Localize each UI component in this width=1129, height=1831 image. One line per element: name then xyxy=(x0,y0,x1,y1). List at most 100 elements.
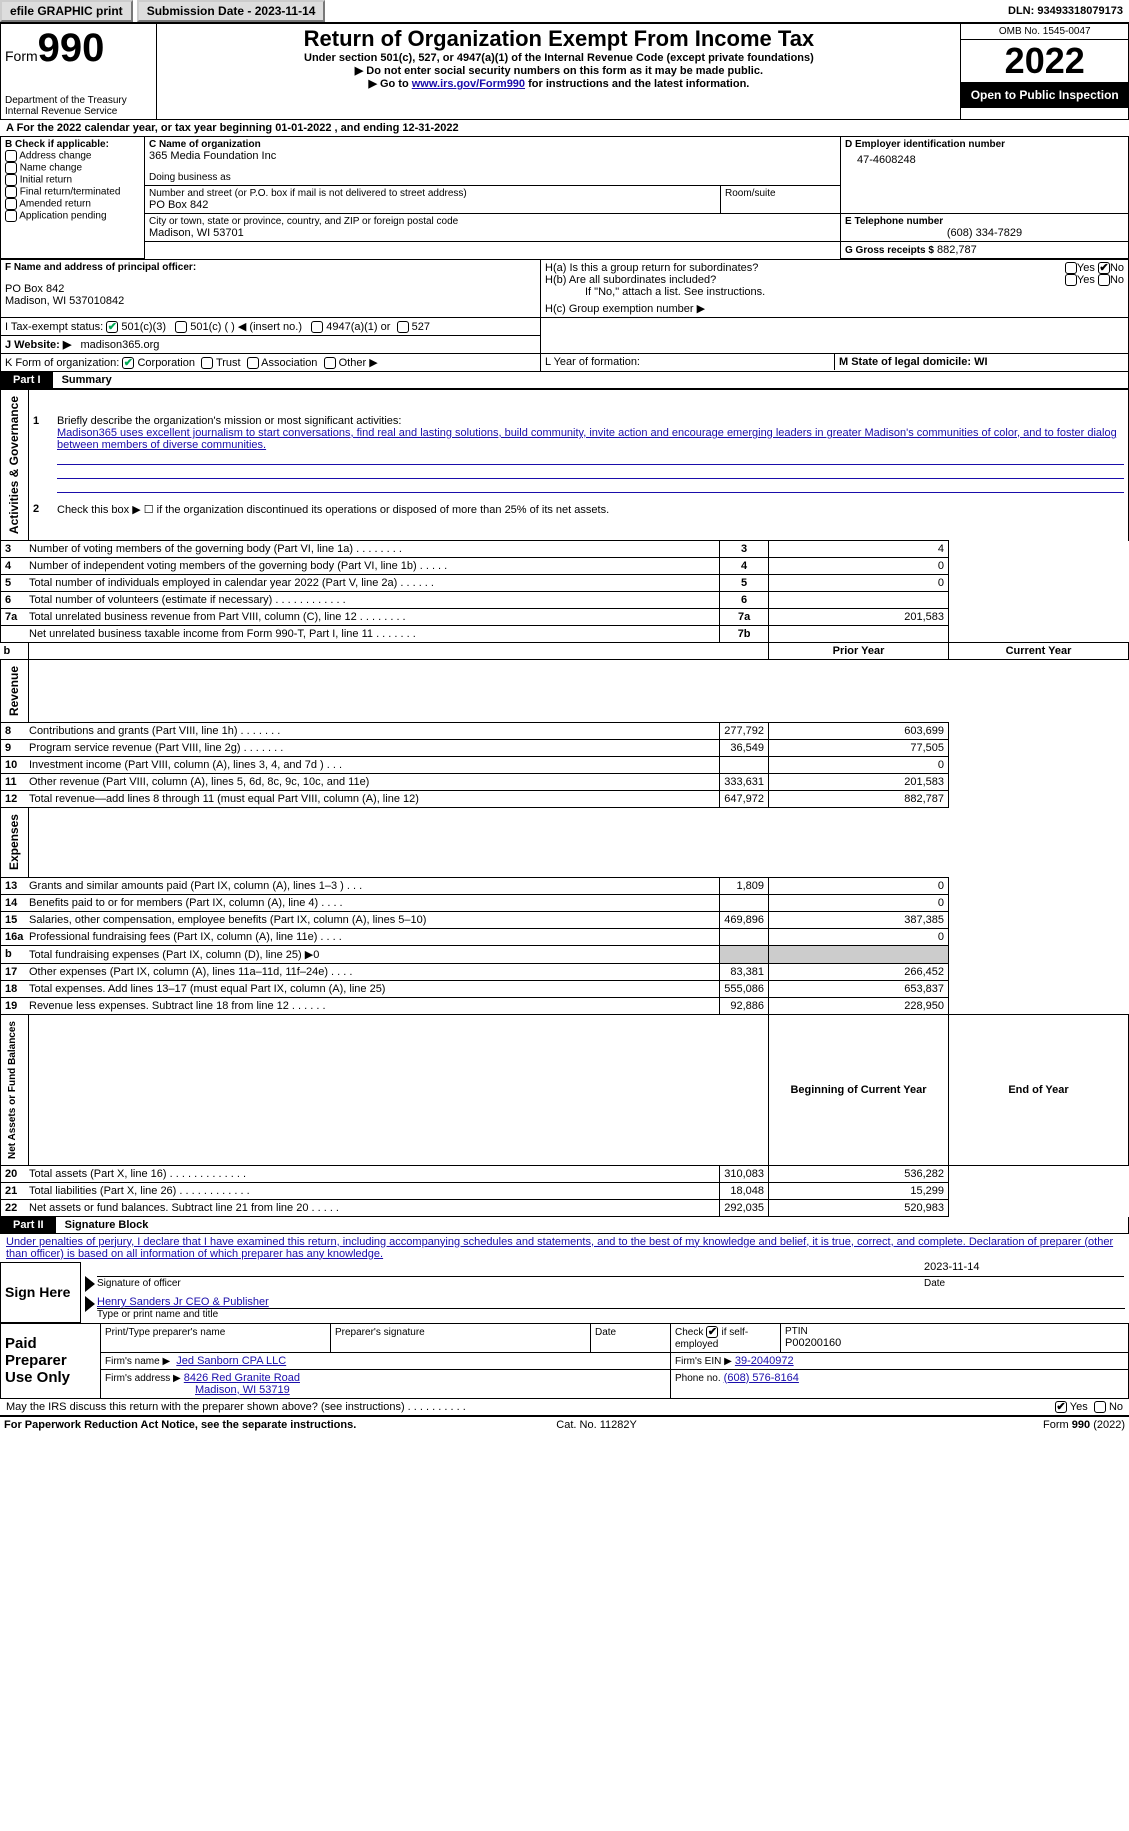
k-other[interactable] xyxy=(324,357,336,369)
firm-ein: 39-2040972 xyxy=(735,1355,794,1367)
gov-line-box: 4 xyxy=(720,558,769,575)
ha-label: H(a) Is this a group return for subordin… xyxy=(545,262,1065,274)
line-a: A For the 2022 calendar year, or tax yea… xyxy=(0,120,1129,136)
gov-line-box: 7a xyxy=(720,609,769,626)
hdr-beg: Beginning of Current Year xyxy=(769,1014,949,1165)
curr-val: 536,282 xyxy=(769,1165,949,1182)
hb-label: H(b) Are all subordinates included? xyxy=(545,274,1065,286)
sig-date-label: Date xyxy=(924,1278,945,1289)
k-corp[interactable] xyxy=(122,357,134,369)
box-b-title: B Check if applicable: xyxy=(5,139,109,150)
line-text: Salaries, other compensation, employee b… xyxy=(29,914,715,926)
officer-name: Henry Sanders Jr CEO & Publisher xyxy=(97,1296,1125,1308)
boxb-check[interactable] xyxy=(5,198,17,210)
boxb-check[interactable] xyxy=(5,162,17,174)
tax-501c3[interactable] xyxy=(106,321,118,333)
gov-line-val: 201,583 xyxy=(769,609,949,626)
curr-val: 653,837 xyxy=(769,980,949,997)
sig-arrow-icon xyxy=(85,1276,95,1292)
line-text: Investment income (Part VIII, column (A)… xyxy=(29,759,715,771)
gov-line-box: 5 xyxy=(720,575,769,592)
gov-line-box: 3 xyxy=(720,541,769,558)
part1-table: Activities & Governance 1Briefly describ… xyxy=(0,389,1129,1216)
irs-link[interactable]: www.irs.gov/Form990 xyxy=(412,78,525,90)
l1-label: Briefly describe the organization's miss… xyxy=(57,415,1124,427)
curr-val: 520,983 xyxy=(769,1199,949,1216)
hdr-prior: Prior Year xyxy=(769,643,949,660)
l2-text: Check this box ▶ ☐ if the organization d… xyxy=(57,503,1124,516)
box-l: L Year of formation: xyxy=(541,354,835,370)
addr-value: PO Box 842 xyxy=(149,199,716,211)
gross-receipts: 882,787 xyxy=(937,244,977,256)
firm-name: Jed Sanborn CPA LLC xyxy=(176,1355,286,1367)
gov-line-text: Total unrelated business revenue from Pa… xyxy=(29,611,715,623)
box-d-label: D Employer identification number xyxy=(845,139,1005,150)
curr-val: 0 xyxy=(769,877,949,894)
gov-line-box: 7b xyxy=(720,626,769,643)
line-text: Program service revenue (Part VIII, line… xyxy=(29,742,715,754)
tax-year: 2022 xyxy=(961,40,1128,82)
header-table: Form990 Department of the Treasury Inter… xyxy=(0,23,1129,120)
prior-val: 1,809 xyxy=(720,877,769,894)
officer-addr2: Madison, WI 537010842 xyxy=(5,295,536,307)
topbar: efile GRAPHIC print Submission Date - 20… xyxy=(0,0,1129,23)
boxb-check[interactable] xyxy=(5,150,17,162)
discuss-no[interactable] xyxy=(1094,1401,1106,1413)
prior-val xyxy=(720,757,769,774)
line-text: Total assets (Part X, line 16) . . . . .… xyxy=(29,1168,715,1180)
part1-title: Summary xyxy=(62,374,112,386)
discuss-yes[interactable] xyxy=(1055,1401,1067,1413)
part2-title: Signature Block xyxy=(65,1219,149,1231)
dept-label: Department of the Treasury Internal Reve… xyxy=(5,95,152,117)
prior-val xyxy=(720,894,769,911)
prior-val: 469,896 xyxy=(720,911,769,928)
gov-line-text: Total number of volunteers (estimate if … xyxy=(29,594,715,606)
tax-4947[interactable] xyxy=(311,321,323,333)
form-title: Return of Organization Exempt From Incom… xyxy=(161,26,956,52)
prior-val: 647,972 xyxy=(720,791,769,808)
footer: For Paperwork Reduction Act Notice, see … xyxy=(0,1417,1129,1433)
identity-table: B Check if applicable: Address change Na… xyxy=(0,136,1129,259)
prior-val: 333,631 xyxy=(720,774,769,791)
hb-no[interactable] xyxy=(1098,274,1110,286)
discuss-text: May the IRS discuss this return with the… xyxy=(6,1401,466,1413)
form-warn1: ▶ Do not enter social security numbers o… xyxy=(161,64,956,77)
curr-val: 15,299 xyxy=(769,1182,949,1199)
ha-no[interactable] xyxy=(1098,262,1110,274)
sig-officer-label: Signature of officer xyxy=(97,1278,181,1289)
dba-label: Doing business as xyxy=(149,172,836,183)
line-text: Total revenue—add lines 8 through 11 (mu… xyxy=(29,793,715,805)
gov-line-val xyxy=(769,592,949,609)
efile-print-button[interactable]: efile GRAPHIC print xyxy=(0,0,133,22)
curr-val: 387,385 xyxy=(769,911,949,928)
ein-value: 47-4608248 xyxy=(857,154,1124,166)
curr-val: 77,505 xyxy=(769,740,949,757)
boxb-check[interactable] xyxy=(5,210,17,222)
gov-line-box: 6 xyxy=(720,592,769,609)
room-label: Room/suite xyxy=(725,188,836,199)
addr-label: Number and street (or P.O. box if mail i… xyxy=(149,188,716,199)
k-trust[interactable] xyxy=(201,357,213,369)
box-m: M State of legal domicile: WI xyxy=(835,354,1128,370)
line-text: Professional fundraising fees (Part IX, … xyxy=(29,931,715,943)
gov-line-val: 0 xyxy=(769,575,949,592)
org-name: 365 Media Foundation Inc xyxy=(149,150,836,162)
line-text: Total expenses. Add lines 13–17 (must eq… xyxy=(29,983,715,995)
city-value: Madison, WI 53701 xyxy=(149,227,836,239)
hb-note: If "No," attach a list. See instructions… xyxy=(585,286,1124,298)
city-label: City or town, state or province, country… xyxy=(149,216,836,227)
boxb-check[interactable] xyxy=(5,174,17,186)
officer-addr1: PO Box 842 xyxy=(5,283,536,295)
hb-yes[interactable] xyxy=(1065,274,1077,286)
gov-line-text: Number of independent voting members of … xyxy=(29,560,715,572)
form-subtitle: Under section 501(c), 527, or 4947(a)(1)… xyxy=(161,52,956,64)
tax-501c[interactable] xyxy=(175,321,187,333)
k-assoc[interactable] xyxy=(247,357,259,369)
prior-val: 277,792 xyxy=(720,723,769,740)
ha-yes[interactable] xyxy=(1065,262,1077,274)
self-employed-check[interactable] xyxy=(706,1326,718,1338)
gov-line-text: Total number of individuals employed in … xyxy=(29,577,715,589)
boxb-check[interactable] xyxy=(5,186,17,198)
tax-527[interactable] xyxy=(397,321,409,333)
box-f-label: F Name and address of principal officer: xyxy=(5,262,196,273)
